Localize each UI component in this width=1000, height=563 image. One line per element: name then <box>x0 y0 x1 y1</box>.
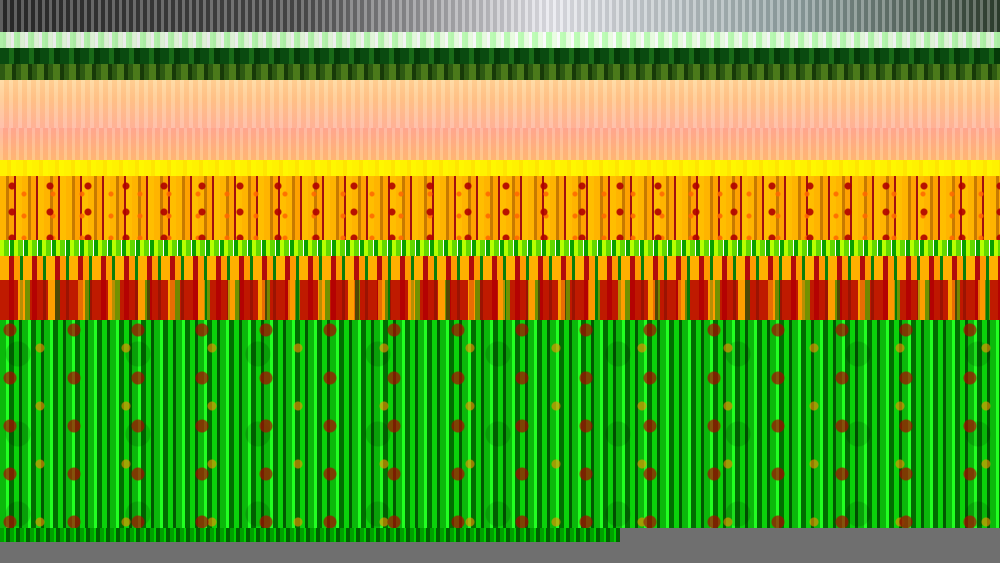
olive-band <box>0 64 1000 80</box>
peach-band-top <box>0 80 1000 128</box>
bottom-green-strip <box>0 528 620 542</box>
peach-band-bottom <box>0 128 1000 160</box>
red-texture-overlay <box>0 280 1000 320</box>
pale-highlight-band <box>0 32 1000 48</box>
green-field-speckles <box>0 320 1000 530</box>
dark-green-band <box>0 48 1000 64</box>
mustard-speckles <box>0 176 1000 240</box>
lime-band <box>0 240 1000 256</box>
yellow-band <box>0 160 1000 180</box>
